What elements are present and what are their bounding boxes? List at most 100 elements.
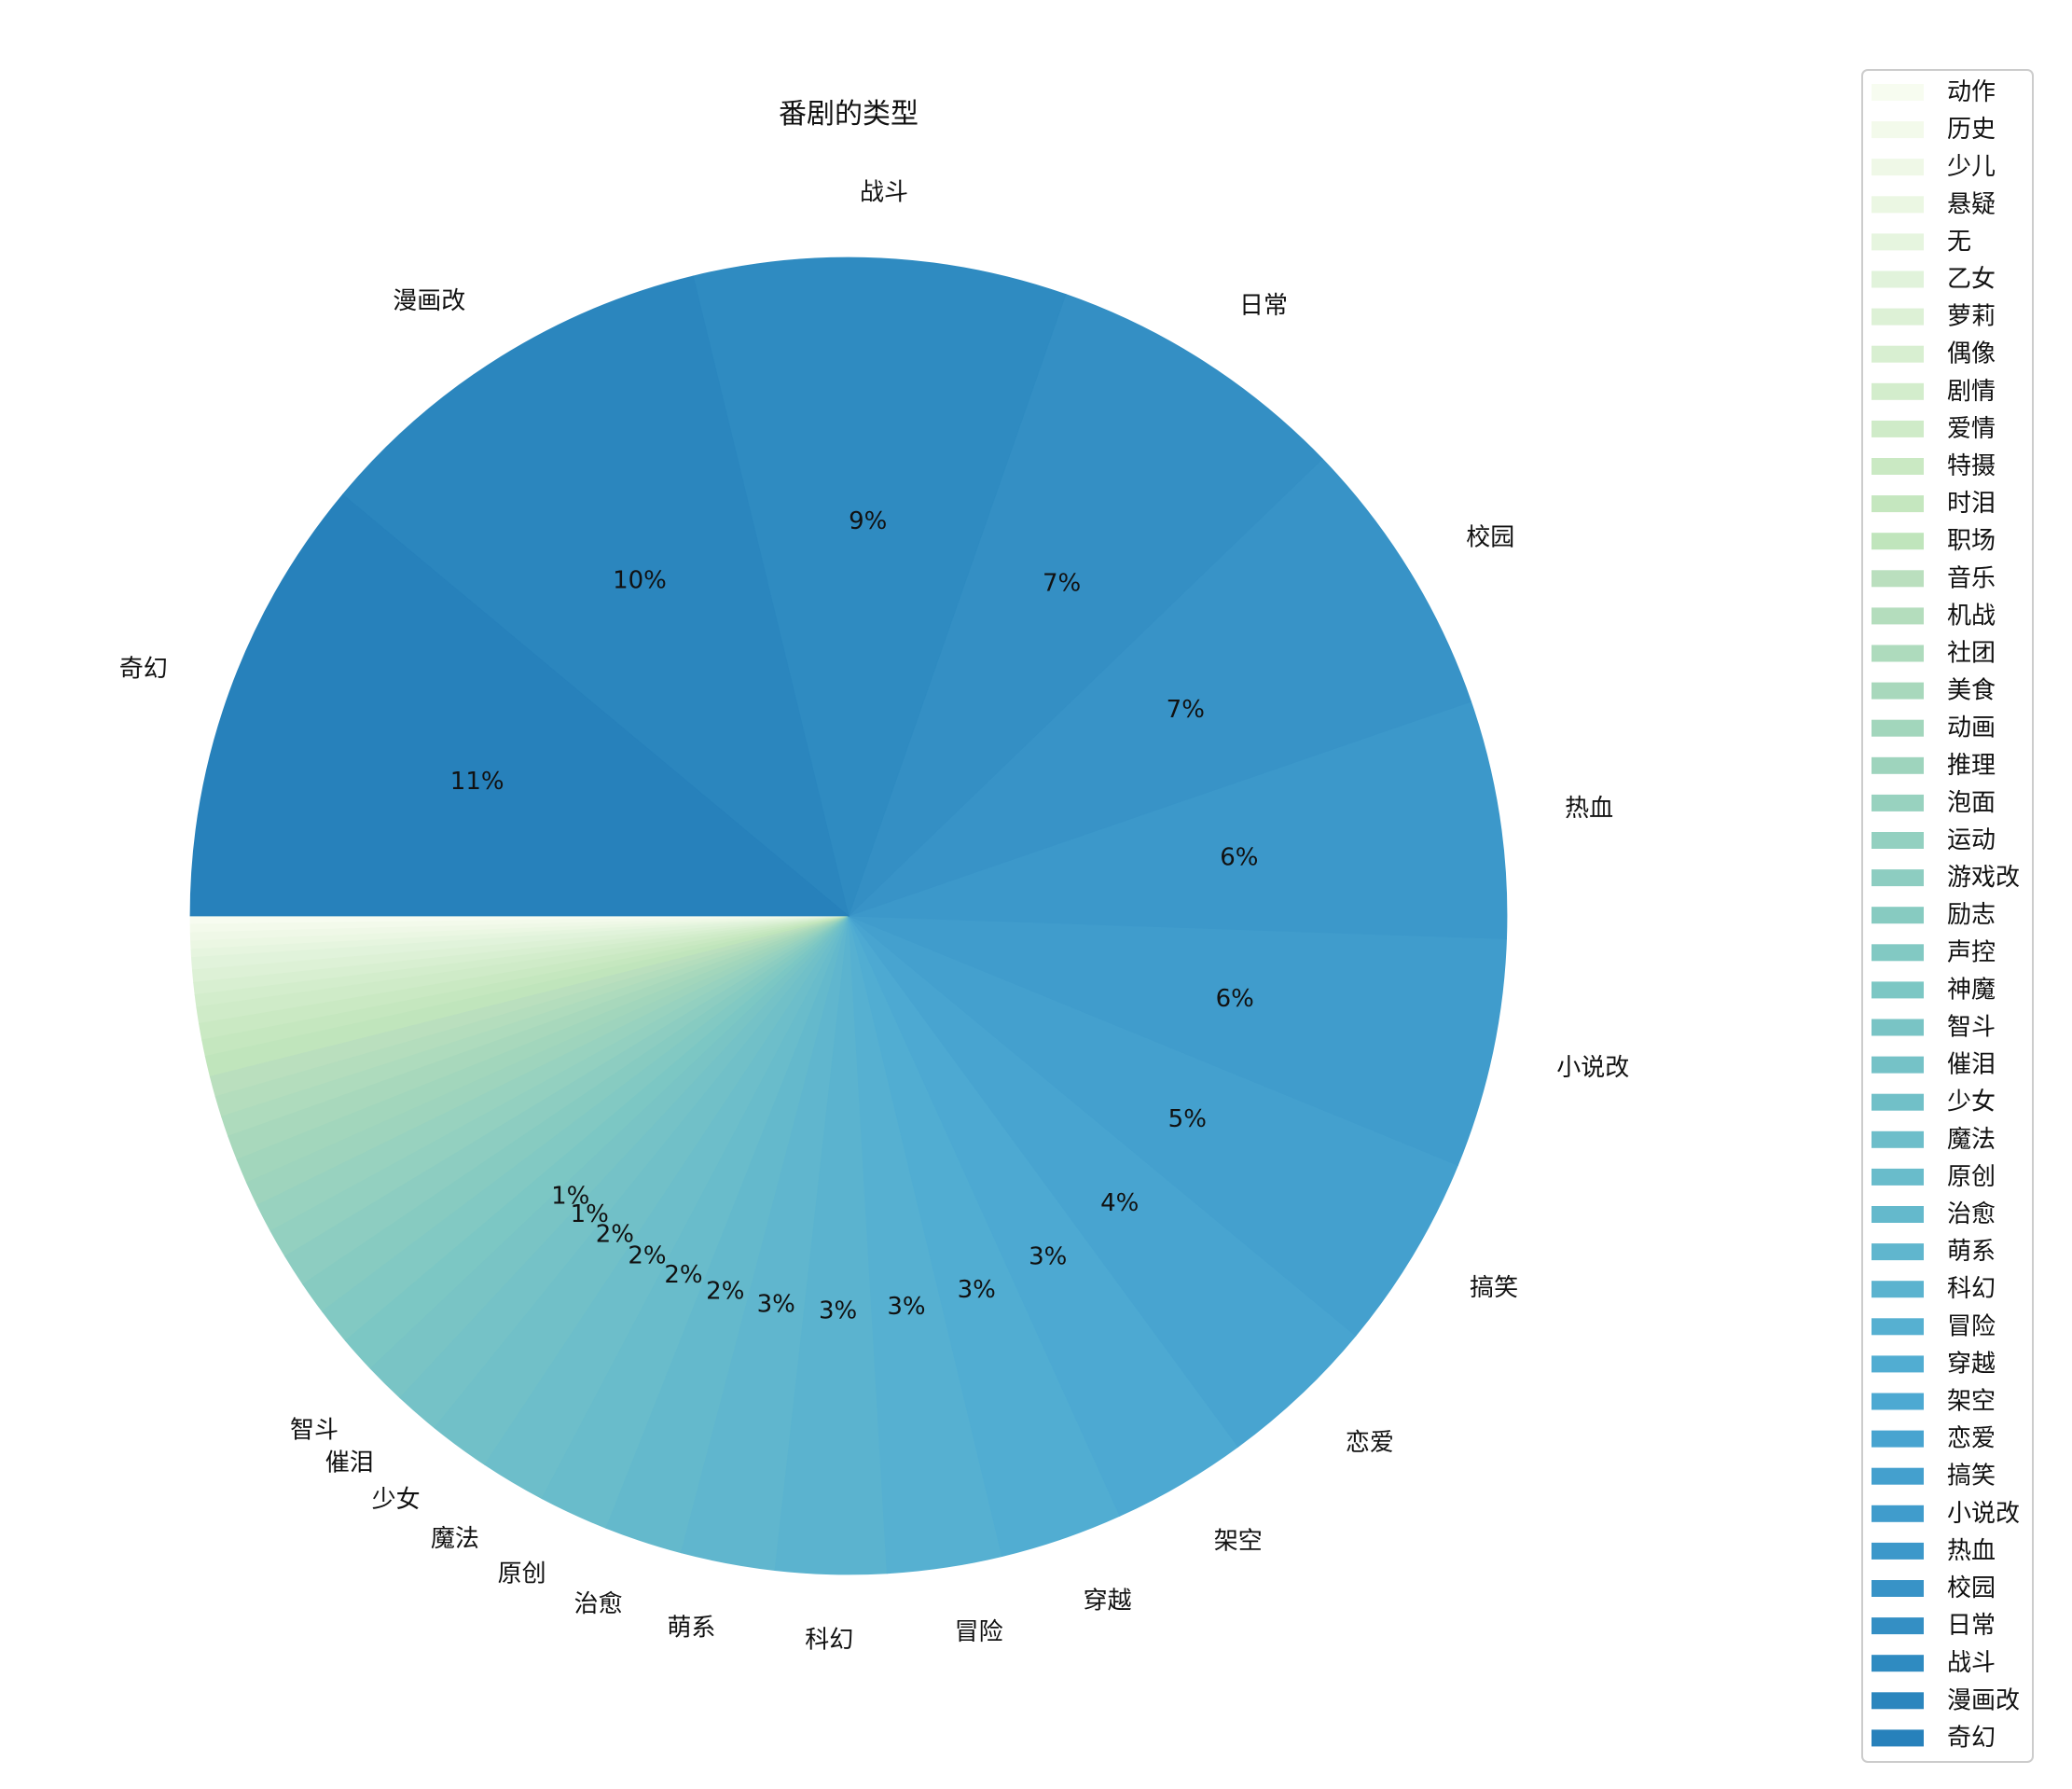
legend-swatch-e6818be788b1 [1872, 1430, 1924, 1448]
legend-swatch-e58aa8e4bd9c [1872, 84, 1924, 101]
legend-label-e8bf90e58aa8: 运动 [1947, 826, 1996, 854]
legend-label-e581b6e5838f: 偶像 [1947, 340, 1996, 368]
legend-swatch-e7a791e5b9bb [1872, 1281, 1924, 1298]
legend-label-e6818be788b1: 恋爱 [1947, 1425, 1996, 1453]
legend-swatch-e68898e69697 [1872, 1655, 1924, 1672]
slice-label-e6818be788b1: 恋爱 [1346, 1429, 1394, 1457]
pct-label-e58692e999a9: 3% [887, 1293, 925, 1321]
slice-label-e6b2bbe68488: 治愈 [574, 1590, 623, 1618]
legend-label-e8818ce59cba: 职场 [1947, 527, 1996, 555]
pct-label-e5b091e5a5b3: 2% [596, 1221, 634, 1249]
percent-labels: 1%1%2%2%2%2% 3% 3% 3%3%3%4%5%6%6%7%7%9%10%1… [450, 507, 1259, 1325]
legend-swatch-e8bf90e58aa8 [1872, 832, 1924, 849]
slice-label-e697a5e5b8b8: 日常 [1239, 292, 1288, 320]
legend-label-e7a4bee59ba2: 社团 [1947, 640, 1996, 668]
legend-swatch-e58e86e58fb2 [1872, 121, 1924, 139]
pct-label-e69eb6e7a9ba: 3% [1029, 1243, 1067, 1271]
pie-slice-e5b08fe8afb4e694b9 [848, 915, 1507, 1166]
legend-swatch-e6b2bbe68488 [1872, 1206, 1924, 1223]
slice-label-e8908ce7b3bb: 萌系 [667, 1614, 715, 1642]
legend-label-e58e9fe5889b: 原创 [1947, 1163, 1996, 1191]
legend-label-e6b2bbe68488: 治愈 [1947, 1200, 1996, 1228]
legend-swatch-e8908ce7b3bb [1872, 1243, 1924, 1261]
legend-label-e58aa8e794bb: 动画 [1947, 714, 1996, 742]
pct-label-e6bcabe794bbe694b9: 10% [613, 567, 667, 595]
slice-label-e9ad94e6b395: 魔法 [431, 1525, 479, 1553]
legend-label-e789b9e69184: 特摄 [1947, 452, 1996, 480]
pct-label-e6b2bbe68488: 2% [706, 1278, 744, 1306]
legend-swatch-e58e9fe5889b [1872, 1168, 1924, 1186]
legend-swatch-e6909ee7ac91 [1872, 1467, 1924, 1485]
legend-swatch-e58aa8e794bb [1872, 719, 1924, 737]
legend-swatch-e7be8ee9a39f [1872, 682, 1924, 700]
legend-label-e6bcabe794bbe694b9: 漫画改 [1947, 1686, 2020, 1714]
legend-frame [1861, 69, 2034, 1763]
legend-swatch-e5b091e5a5b3 [1872, 1093, 1924, 1111]
legend-label-e7a791e5b9bb: 科幻 [1947, 1275, 1996, 1303]
legend-swatch-e682ace79691 [1872, 196, 1924, 214]
legend-swatch-e58692e999a9 [1872, 1318, 1924, 1336]
pie-slice-e68898e69697 [692, 257, 1067, 918]
legend-swatch-e68ea8e79086 [1872, 756, 1924, 774]
pct-label-e697a5e5b8b8: 7% [1043, 569, 1081, 597]
slice-label-e7a791e5b9bb: 科幻 [805, 1626, 853, 1654]
legend-label-e58692e999a9: 冒险 [1947, 1312, 1996, 1340]
legend-swatch-e7a9bfe8b68a [1872, 1355, 1924, 1373]
legend-swatch-e5a587e5b9bb [1872, 1729, 1924, 1747]
legend-swatch-e58ab1e5bf97 [1872, 907, 1924, 924]
legend-label-e7a59ee9ad94: 神魔 [1947, 976, 1996, 1004]
legend-label-e7be8ee9a39f: 美食 [1947, 677, 1996, 705]
pie-slice-e5a587e5b9bb [189, 493, 850, 917]
legend-label-e68ea8e79086: 推理 [1947, 752, 1996, 780]
legend-label-e697b6e6b3aa: 时泪 [1947, 490, 1996, 518]
legend-swatch-e699bae69697 [1872, 1019, 1924, 1036]
legend-label-e6b3a1e99da2: 泡面 [1947, 789, 1996, 817]
legend-label-e9ad94e6b395: 魔法 [1947, 1126, 1996, 1154]
pct-label-e7a791e5b9bb: 3% [819, 1297, 857, 1324]
pie-slice-e6bcabe794bbe694b9 [342, 275, 850, 918]
legend-swatch-e7a59ee9ad94 [1872, 981, 1924, 999]
slice-label-e5b091e5a5b3: 少女 [372, 1486, 421, 1514]
legend-swatch-e5b091e584bf [1872, 159, 1924, 176]
legend: 动作历史少儿悬疑无乙女萝莉偶像剧情爱情特摄时泪职场音乐机战社团美食动画推理泡面运… [1861, 69, 2034, 1763]
legend-swatch-e8909de88e89 [1872, 308, 1924, 326]
legend-swatch-e7a4bee59ba2 [1872, 645, 1924, 662]
legend-label-e783ade8a180: 热血 [1947, 1537, 1996, 1565]
legend-swatch-e6a0a1e59bad [1872, 1580, 1924, 1597]
slice-label-e5b08fe8afb4e694b9: 小说改 [1556, 1054, 1629, 1082]
legend-swatch-e788b1e68385 [1872, 420, 1924, 437]
legend-label-e8909de88e89: 萝莉 [1947, 303, 1996, 331]
slice-label-e7a9bfe8b68a: 穿越 [1084, 1588, 1132, 1616]
pct-label-e699bae69697: 1% [551, 1183, 589, 1211]
legend-label-e58aa8e4bd9c: 动作 [1947, 78, 1996, 106]
legend-label-e589a7e68385: 剧情 [1947, 378, 1996, 406]
slice-label-e582ace6b3aa: 催泪 [325, 1449, 374, 1477]
slice-label-e6a0a1e59bad: 校园 [1466, 524, 1514, 552]
legend-label-e697a5e5b8b8: 日常 [1947, 1612, 1996, 1640]
legend-swatch-e69cbae68898 [1872, 607, 1924, 625]
pie-slice-e697a5e5b8b8 [848, 294, 1323, 917]
slice-label-e5a587e5b9bb: 奇幻 [119, 656, 168, 684]
legend-label-e6b8b8e6888fe694b9: 游戏改 [1947, 864, 2020, 892]
legend-swatch-e783ade8a180 [1872, 1542, 1924, 1560]
pct-label-e58e9fe5889b: 2% [664, 1261, 702, 1289]
legend-label-e582ace6b3aa: 催泪 [1947, 1051, 1996, 1079]
legend-label-e788b1e68385: 爱情 [1947, 415, 1996, 443]
legend-swatch-e789b9e69184 [1872, 458, 1924, 475]
slice-label-e783ade8a180: 热血 [1565, 795, 1613, 823]
pct-label-e5b08fe8afb4e694b9: 6% [1216, 985, 1254, 1013]
legend-swatch-e6bcabe794bbe694b9 [1872, 1692, 1924, 1710]
legend-label-e99fb3e4b990: 音乐 [1947, 564, 1996, 592]
pct-label-e6909ee7ac91: 5% [1168, 1105, 1207, 1133]
chart-title: 番剧的类型 [779, 98, 919, 131]
legend-swatch-e589a7e68385 [1872, 382, 1924, 400]
pct-label-e6818be788b1: 4% [1100, 1189, 1139, 1217]
pct-label-e582ace6b3aa: 1% [571, 1200, 609, 1228]
legend-label-e682ace79691: 悬疑 [1947, 190, 1996, 218]
legend-swatch-e4b999e5a5b3 [1872, 270, 1924, 288]
pie-slice-e6909ee7ac91 [848, 915, 1458, 1337]
legend-swatch-e5a3b0e68ea7 [1872, 944, 1924, 962]
legend-label-e69eb6e7a9ba: 架空 [1947, 1388, 1996, 1416]
legend-label-e6a0a1e59bad: 校园 [1947, 1574, 1996, 1602]
